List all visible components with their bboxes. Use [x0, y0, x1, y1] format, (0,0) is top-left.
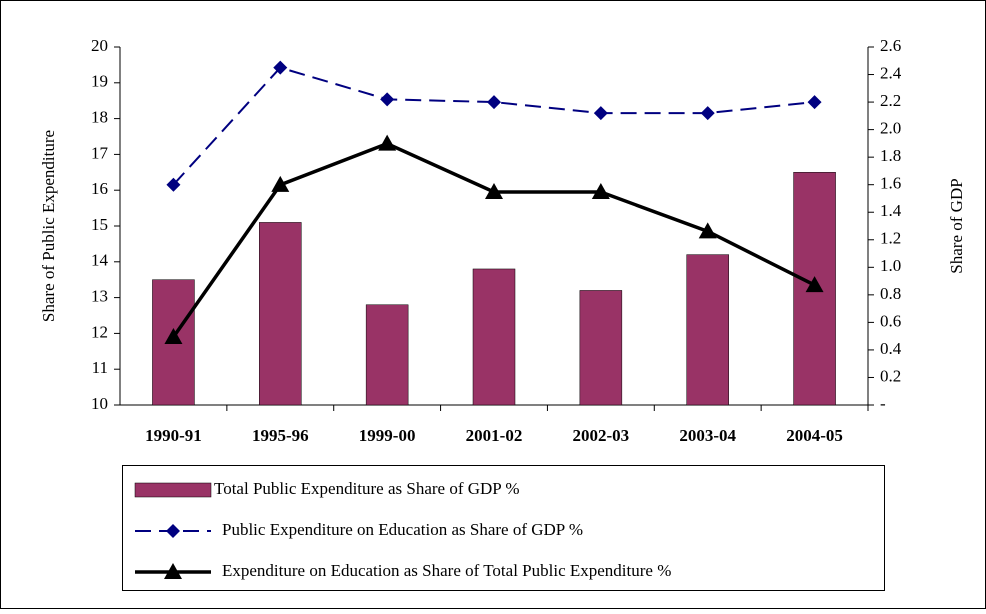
point — [805, 276, 824, 293]
bar — [579, 290, 623, 406]
point — [380, 92, 395, 107]
point — [378, 134, 397, 151]
legend-marker — [164, 563, 182, 579]
point — [487, 95, 501, 110]
legend-label: Public Expenditure on Education as Share… — [222, 520, 583, 539]
y2-tick-label: 1.6 — [880, 174, 901, 193]
bar — [259, 222, 302, 406]
x-tick-label: 2001-02 — [466, 426, 523, 445]
x-tick-label: 2002-03 — [573, 426, 630, 445]
y2-tick-label: 1.8 — [880, 146, 901, 165]
y2-tick-label: 0.8 — [880, 284, 901, 303]
y-tick-label: 17 — [91, 143, 109, 162]
y2-tick-label: - — [880, 394, 886, 413]
point — [166, 177, 181, 192]
y-tick-label: 19 — [91, 72, 108, 91]
y2-tick-label: 0.6 — [880, 311, 901, 330]
point — [591, 182, 610, 199]
y2-tick-label: 2.0 — [880, 119, 901, 138]
point — [593, 106, 608, 121]
point — [807, 95, 822, 110]
y2-tick-label: 0.4 — [880, 339, 902, 358]
y-tick-label: 14 — [91, 251, 109, 270]
legend-label: Total Public Expenditure as Share of GDP… — [214, 479, 520, 498]
y-tick-label: 18 — [91, 108, 108, 127]
y2-tick-label: 1.0 — [880, 256, 901, 275]
point — [698, 222, 717, 239]
x-tick-label: 1999-00 — [359, 426, 416, 445]
y2-tick-label: 1.4 — [880, 201, 902, 220]
legend — [122, 465, 885, 591]
point — [700, 106, 715, 121]
y-tick-label: 16 — [91, 179, 108, 198]
bar — [686, 254, 729, 406]
y-axis-label: Share of Public Expenditure — [39, 130, 58, 322]
y2-tick-label: 2.4 — [880, 63, 902, 82]
y-tick-label: 20 — [91, 36, 108, 55]
point — [485, 182, 503, 199]
point — [273, 60, 288, 75]
legend-swatch — [134, 482, 212, 498]
point — [271, 175, 290, 192]
x-tick-label: 2003-04 — [679, 426, 736, 445]
y-tick-label: 11 — [92, 358, 108, 377]
legend-label: Expenditure on Education as Share of Tot… — [222, 561, 671, 580]
legend-marker — [166, 524, 180, 538]
y-tick-label: 13 — [91, 287, 108, 306]
x-tick-label: 2004-05 — [786, 426, 843, 445]
x-tick-label: 1995-96 — [252, 426, 309, 445]
point — [164, 327, 183, 344]
y2-tick-label: 2.6 — [880, 36, 901, 55]
y2-tick-label: 1.2 — [880, 229, 901, 248]
y-tick-label: 15 — [91, 215, 108, 234]
y2-axis-label: Share of GDP — [947, 178, 966, 273]
y2-tick-label: 2.2 — [880, 91, 901, 110]
bar — [365, 304, 409, 406]
y-tick-label: 12 — [91, 322, 108, 341]
x-tick-label: 1990-91 — [145, 426, 202, 445]
y-tick-label: 10 — [91, 394, 108, 413]
bar — [472, 268, 516, 406]
y2-tick-label: 0.2 — [880, 366, 901, 385]
